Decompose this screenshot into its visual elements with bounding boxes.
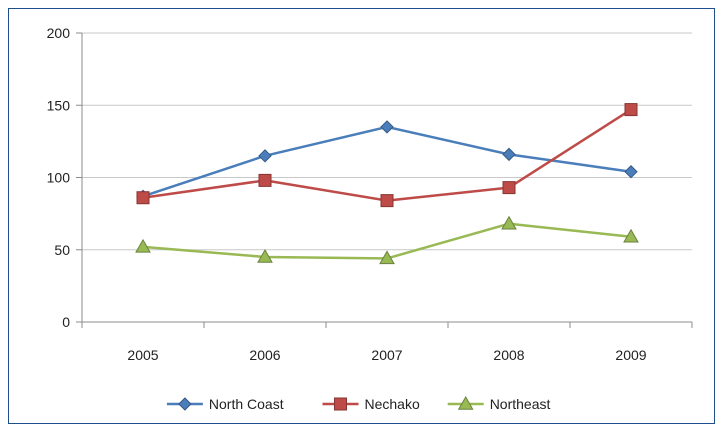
data-point-northeast <box>257 248 273 263</box>
series-line-north-coast <box>142 125 632 198</box>
legend-marker <box>178 397 192 411</box>
data-point-nechako <box>624 103 638 117</box>
data-point-nechako <box>380 194 394 208</box>
y-tick-label: 100 <box>47 170 71 186</box>
y-tick-label: 200 <box>47 25 71 41</box>
data-point-northeast <box>623 228 639 243</box>
y-tick-label: 50 <box>54 242 70 258</box>
legend-marker <box>457 395 474 410</box>
x-tick-label: 2005 <box>127 347 158 363</box>
x-tick-label: 2007 <box>371 347 402 363</box>
x-tick-label: 2008 <box>493 347 524 363</box>
series-northeast <box>135 215 639 265</box>
x-tick-label: 2006 <box>249 347 280 363</box>
legend-label: North Coast <box>209 396 284 412</box>
x-tick-label: 2009 <box>615 347 646 363</box>
y-tick-label: 0 <box>62 314 70 330</box>
data-point-nechako <box>502 181 516 195</box>
legend-label: Northeast <box>490 396 551 412</box>
data-point-north-coast <box>624 165 638 179</box>
gridlines <box>82 32 692 251</box>
chart-frame <box>8 8 715 424</box>
series-lines <box>135 103 639 265</box>
data-point-nechako <box>136 191 150 205</box>
y-tick-label: 150 <box>47 97 71 113</box>
data-point-northeast <box>379 250 395 265</box>
legend-marker <box>334 397 347 411</box>
legend: North Coast Nechako Northeast <box>166 395 551 412</box>
data-point-north-coast <box>258 149 272 163</box>
axes: 0 50 100 150 200 2005 2006 2007 2008 2009 <box>47 25 693 363</box>
legend-label: Nechako <box>365 396 420 412</box>
legend-item-north-coast: North Coast <box>166 396 284 412</box>
data-point-nechako <box>258 173 272 187</box>
data-point-northeast <box>135 238 151 253</box>
series-north-coast <box>136 120 638 203</box>
data-point-north-coast <box>502 147 516 162</box>
data-point-northeast <box>501 215 517 230</box>
series-nechako <box>136 103 638 208</box>
legend-item-northeast: Northeast <box>447 395 551 412</box>
legend-item-nechako: Nechako <box>322 396 420 412</box>
data-point-north-coast <box>380 120 394 134</box>
